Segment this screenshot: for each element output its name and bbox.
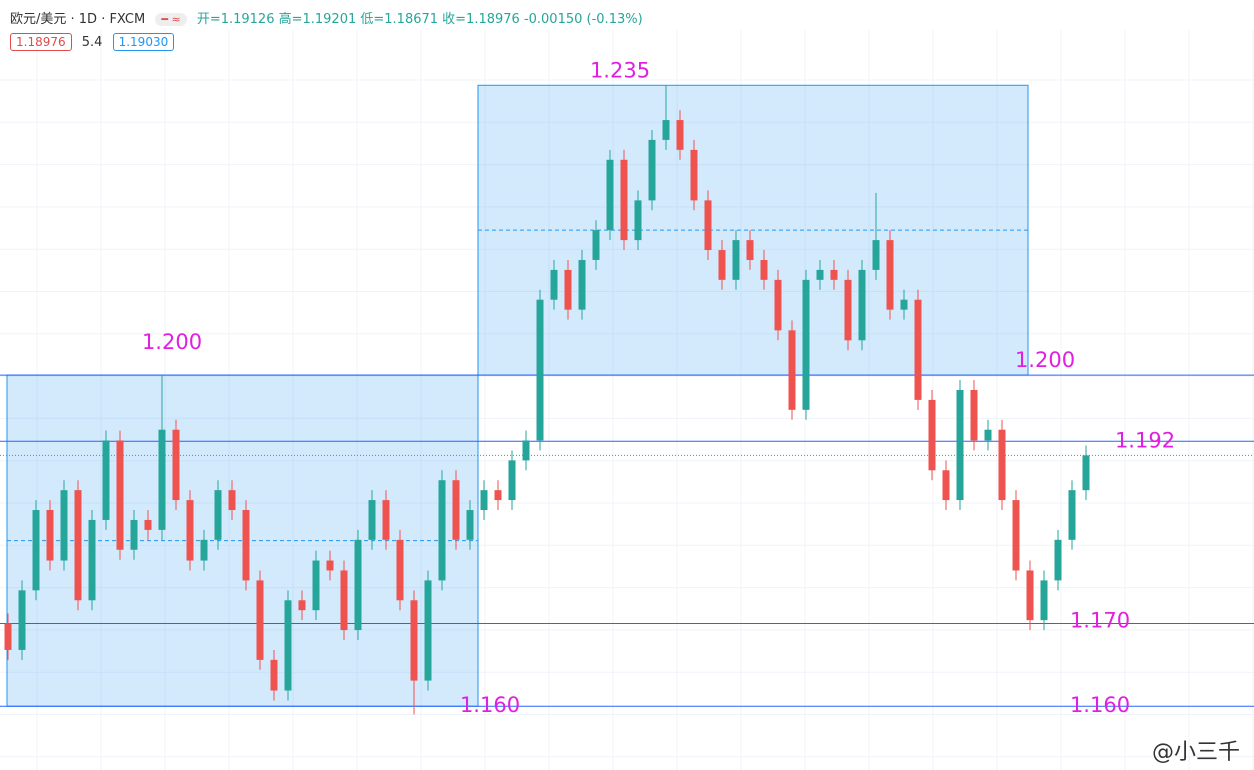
candle-body <box>256 580 264 660</box>
candle-body <box>816 269 824 280</box>
candle-body <box>130 519 138 550</box>
candle-body <box>984 429 992 441</box>
level-label: 1.235 <box>590 58 650 82</box>
level-label: 1.200 <box>1015 348 1075 372</box>
candle-body <box>4 623 12 650</box>
candle-body <box>550 269 558 300</box>
candle-body <box>284 600 292 691</box>
candle-body <box>844 279 852 341</box>
candle-body <box>18 590 26 650</box>
candle-body <box>102 440 110 520</box>
watermark: @小三千 <box>1151 740 1240 765</box>
candle-body <box>424 580 432 681</box>
candle-body <box>928 399 936 471</box>
candle-body <box>676 120 684 150</box>
candle-body <box>774 279 782 331</box>
candle-body <box>956 389 964 501</box>
candle-body <box>648 139 656 201</box>
candle-body <box>942 470 950 501</box>
candle-body <box>788 330 796 410</box>
candle-body <box>1040 580 1048 621</box>
candle-body <box>1054 539 1062 581</box>
candle-body <box>760 259 768 280</box>
candle-body <box>438 480 446 581</box>
candle-body <box>494 490 502 501</box>
symbol: 欧元/美元 · 1D · FXCM <box>10 12 146 27</box>
candle-body <box>732 240 740 280</box>
candle-body <box>634 200 642 241</box>
candle-body <box>858 269 866 341</box>
candle-body <box>382 500 390 540</box>
candle-body <box>298 600 306 611</box>
candle-body <box>228 490 236 511</box>
candle-body <box>508 460 516 501</box>
candle-body <box>1012 500 1020 571</box>
candle-body <box>606 159 614 231</box>
candle-body <box>158 429 166 530</box>
candle-body <box>396 539 404 601</box>
candle-body <box>270 659 278 691</box>
candle-body <box>410 600 418 681</box>
candle-body <box>172 429 180 501</box>
candle-body <box>452 480 460 540</box>
candle-body <box>970 389 978 441</box>
candle-body <box>662 120 670 140</box>
indicator-icon[interactable]: ━ ≈ <box>155 13 187 26</box>
level-label: 1.160 <box>460 693 520 717</box>
level-label: 1.192 <box>1115 428 1175 452</box>
candle-body <box>998 429 1006 501</box>
candle-body <box>1082 455 1090 491</box>
header: 欧元/美元 · 1D · FXCM ━ ≈ 开=1.19126 高=1.1920… <box>10 8 649 51</box>
candle-body <box>564 269 572 310</box>
candle-body <box>466 510 474 540</box>
candle-body <box>368 500 376 540</box>
candle-body <box>704 200 712 251</box>
ask[interactable]: 1.19030 <box>112 33 175 51</box>
candle-body <box>718 250 726 280</box>
candle-body <box>1026 570 1034 621</box>
candle-body <box>578 259 586 310</box>
candle-body <box>886 240 894 310</box>
candle-body <box>620 159 628 241</box>
candle-body <box>88 519 96 601</box>
candle-body <box>802 279 810 410</box>
candle-body <box>746 240 754 260</box>
candle-body <box>872 240 880 270</box>
level-label: 1.160 <box>1070 693 1130 717</box>
candle-body <box>480 490 488 511</box>
candle-body <box>914 299 922 400</box>
candle-body <box>116 440 124 550</box>
bid[interactable]: 1.18976 <box>10 33 72 51</box>
level-label: 1.200 <box>142 330 202 354</box>
candle-body <box>312 560 320 611</box>
candle-body <box>46 510 54 561</box>
level-label: 1.170 <box>1070 608 1130 632</box>
candle-body <box>830 269 838 280</box>
candle-body <box>242 510 250 581</box>
spread: 5.4 <box>81 35 103 50</box>
candle-body <box>536 299 544 441</box>
candle-body <box>690 149 698 201</box>
candle-body <box>214 490 222 540</box>
candle-body <box>1068 490 1076 540</box>
candle-body <box>74 490 82 601</box>
candle-body <box>200 539 208 561</box>
candle-body <box>522 440 530 461</box>
candle-body <box>60 490 68 561</box>
candle-body <box>900 299 908 310</box>
candle-body <box>32 510 40 591</box>
candle-body <box>340 570 348 631</box>
candle-body <box>144 519 152 530</box>
candle-body <box>326 560 334 571</box>
candle-body <box>592 230 600 260</box>
ohlc: 开=1.19126 高=1.19201 低=1.18671 收=1.18976 … <box>196 12 643 27</box>
candle-body <box>186 500 194 561</box>
candle-body <box>354 539 362 631</box>
